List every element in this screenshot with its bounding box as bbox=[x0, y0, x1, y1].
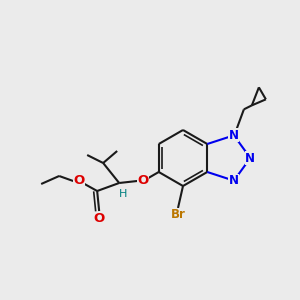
Text: N: N bbox=[229, 174, 239, 187]
Text: O: O bbox=[94, 212, 105, 226]
Text: H: H bbox=[119, 189, 128, 199]
Text: O: O bbox=[137, 175, 149, 188]
Text: O: O bbox=[74, 175, 85, 188]
Text: N: N bbox=[229, 129, 239, 142]
Text: N: N bbox=[245, 152, 255, 164]
Text: Br: Br bbox=[171, 208, 185, 221]
